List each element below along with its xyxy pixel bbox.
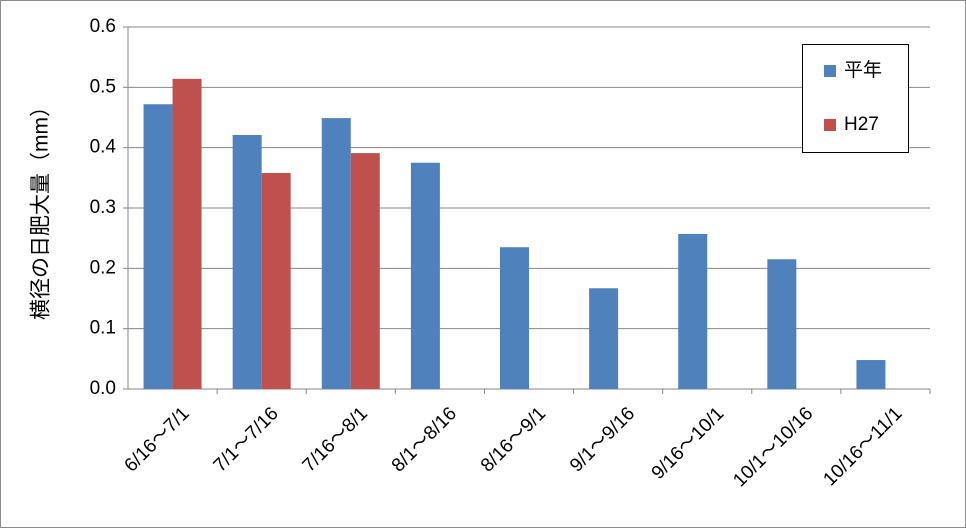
y-tick-label: 0.2 xyxy=(90,257,116,278)
legend-swatch xyxy=(824,65,836,77)
bar xyxy=(767,259,797,389)
legend-label: H27 xyxy=(844,114,879,135)
bar xyxy=(856,360,886,389)
bar xyxy=(172,78,202,390)
bar xyxy=(232,134,262,389)
bar xyxy=(143,104,173,389)
y-tick-label: 0.0 xyxy=(90,378,116,399)
y-axis-label: 横径の日肥大量（mm） xyxy=(30,96,53,320)
legend-box xyxy=(802,44,909,153)
y-tick-label: 0.3 xyxy=(90,197,116,218)
bar xyxy=(321,118,351,389)
bar xyxy=(500,247,529,389)
y-tick-label: 0.1 xyxy=(90,318,116,339)
legend-swatch xyxy=(824,119,836,131)
y-tick-label: 0.4 xyxy=(90,137,117,158)
y-tick-label: 0.6 xyxy=(90,16,116,37)
legend-label: 平年 xyxy=(844,59,882,81)
bar xyxy=(589,288,619,389)
bar xyxy=(678,233,708,389)
bar xyxy=(350,153,380,389)
bar xyxy=(410,162,440,389)
bar xyxy=(261,173,291,389)
y-tick-label: 0.5 xyxy=(90,76,116,97)
